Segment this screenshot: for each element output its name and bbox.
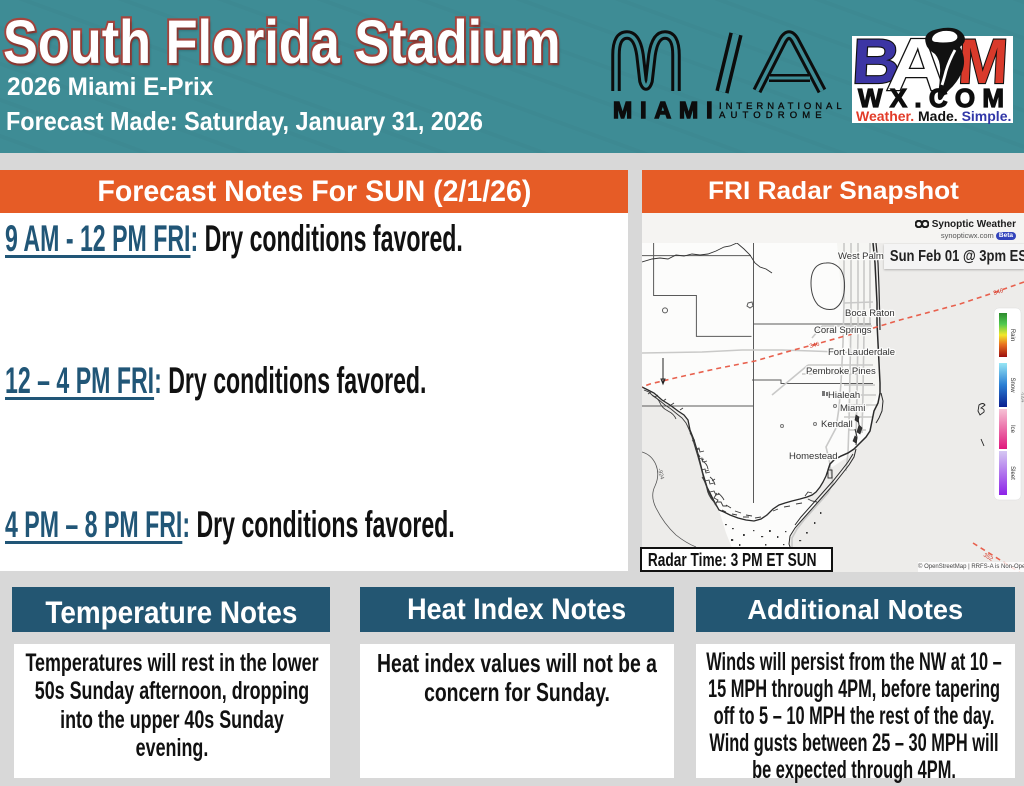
svg-text:Fort Lauderdale: Fort Lauderdale [828,347,895,358]
svg-text:B: B [850,27,902,97]
svg-text:Rain: Rain [1009,329,1015,341]
svg-text:352: 352 [982,553,994,564]
svg-text:Ice: Ice [1009,425,1015,434]
svg-text:346: 346 [993,288,1005,297]
svg-text:West Palm B: West Palm B [838,251,893,262]
svg-text:Kendall: Kendall [821,419,853,430]
svg-text:Boca Raton: Boca Raton [845,308,895,319]
svg-text:MIAMI: MIAMI [613,97,716,123]
svg-text:Coral Springs: Coral Springs [814,325,872,336]
svg-text:Sleet: Sleet [1009,466,1015,480]
svg-text:Miami: Miami [840,403,865,414]
svg-text:-924: -924 [656,468,665,480]
svg-text:Weather. Made. Simple.: Weather. Made. Simple. [856,108,1011,124]
svg-text:346: 346 [809,342,821,350]
svg-text:INTERNATIONAL: INTERNATIONAL [719,101,844,112]
svg-text:Homestead: Homestead [789,451,838,462]
svg-text:Hialeah: Hialeah [828,390,860,401]
svg-text:Snow: Snow [1009,377,1015,393]
svg-text:Pembroke Pines: Pembroke Pines [806,366,876,377]
svg-text:AUTODROME: AUTODROME [719,110,824,121]
